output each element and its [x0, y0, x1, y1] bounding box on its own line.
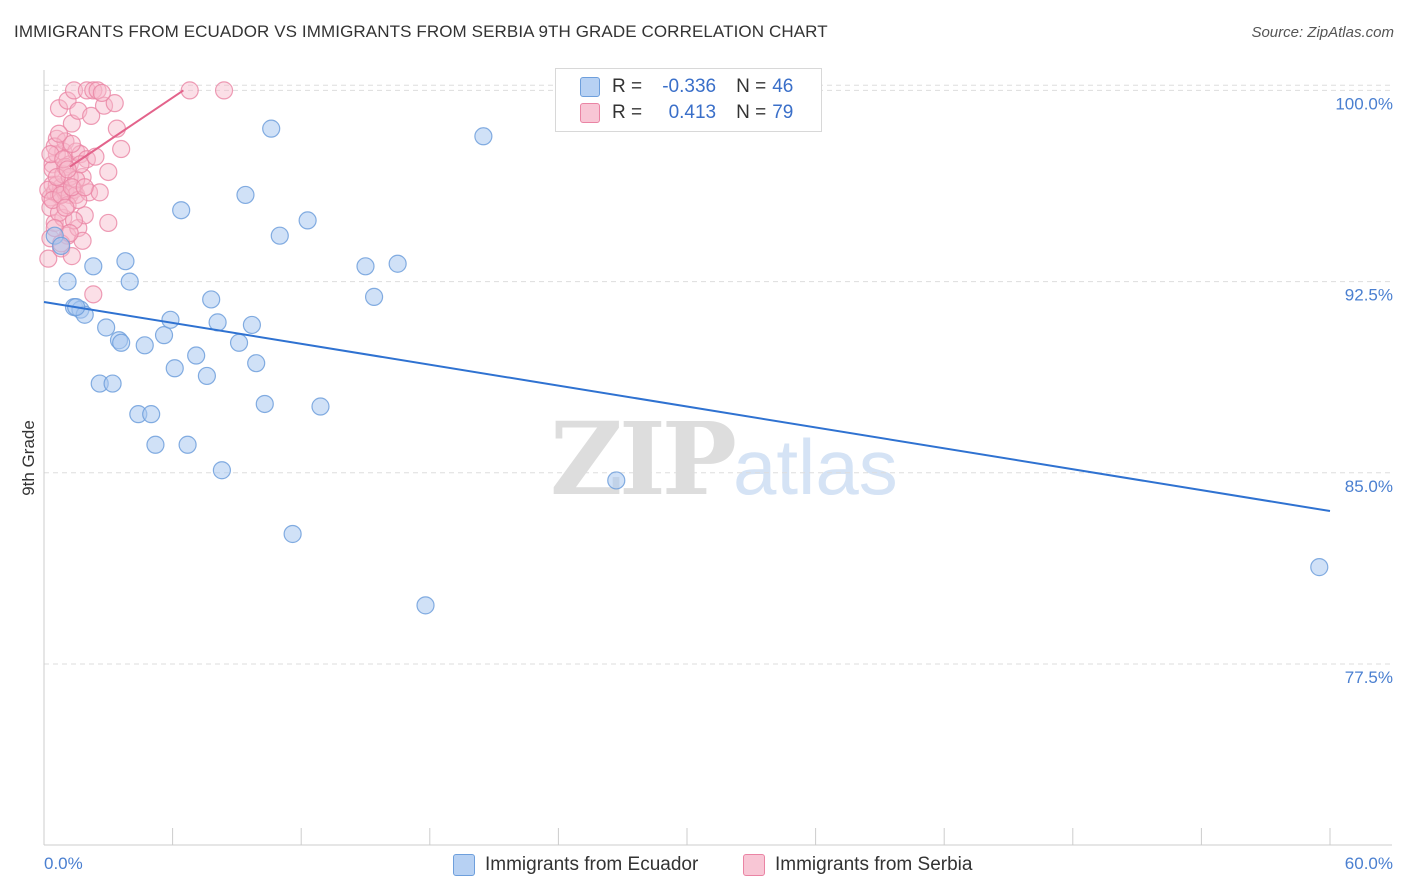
ecuador-legend-label: Immigrants from Ecuador [485, 854, 699, 875]
ecuador-point [607, 471, 626, 490]
ecuador-point [84, 257, 103, 276]
y-tick-label: 85.0% [1345, 477, 1393, 496]
ecuador-legend-swatch [453, 854, 475, 876]
ecuador-point [262, 119, 281, 138]
serbia-point [77, 81, 96, 100]
serbia-point [214, 81, 234, 100]
ecuador-point [103, 374, 122, 393]
legend-item-ecuador: Immigrants from Ecuador [453, 852, 698, 878]
watermark-zip: ZIP [550, 400, 737, 518]
serbia-point [112, 139, 131, 159]
serbia-trend-line [69, 89, 184, 168]
ecuador-point [58, 272, 77, 291]
ecuador-point [298, 211, 317, 230]
n-value: 46 [772, 76, 794, 97]
legend-row-ecuador: R = -0.336 N = 46 [580, 75, 793, 99]
ecuador-point [142, 405, 161, 424]
x-tick-label: 0.0% [44, 854, 83, 873]
ecuador-point [283, 524, 302, 544]
ecuador-point [112, 333, 131, 352]
r-value: 0.413 [668, 102, 717, 123]
ecuador-point [1310, 558, 1329, 577]
serbia-points [39, 81, 234, 304]
serbia-point [99, 162, 118, 182]
trend-layer [43, 89, 1331, 513]
ecuador-point [197, 366, 216, 386]
stats-legend: R = -0.336 N = 46 R = 0.413 N = 79 [555, 68, 822, 132]
serbia-point [92, 83, 111, 103]
serbia-point [105, 94, 124, 113]
watermark-atlas: atlas [732, 423, 898, 511]
ecuador-point [255, 394, 274, 414]
ecuador-point [97, 318, 116, 337]
ecuador-point [242, 315, 262, 335]
x-tick-label: 60.0% [1345, 854, 1393, 873]
serbia-point [75, 178, 94, 197]
ecuador-point [172, 201, 191, 220]
serbia-point [84, 285, 103, 304]
ecuador-point [212, 461, 231, 480]
y-axis-title: 9th Grade [19, 420, 38, 496]
ecuador-point [388, 254, 407, 273]
serbia-point [49, 124, 69, 143]
n-label: N = [736, 102, 767, 123]
serbia-point [39, 249, 58, 268]
ecuador-swatch [580, 77, 600, 97]
ecuador-point [120, 272, 139, 291]
serbia-point [56, 198, 75, 217]
ecuador-point [236, 185, 255, 205]
ecuador-point [356, 257, 375, 276]
ecuador-point [116, 252, 135, 271]
ecuador-point [154, 326, 174, 345]
ecuador-trend-line [43, 301, 1331, 513]
label-layer: 77.5% 85.0% 92.5% 100.0% 0.0% 60.0% 9th Grade [19, 94, 1393, 873]
grid-layer [44, 84, 1392, 665]
serbia-point [75, 206, 94, 225]
serbia-point [180, 81, 199, 100]
chart-title: IMMIGRANTS FROM ECUADOR VS IMMIGRANTS FR… [14, 22, 828, 41]
legend-item-serbia: Immigrants from Serbia [743, 852, 972, 878]
ecuador-point [161, 310, 180, 329]
ecuador-point [146, 435, 165, 454]
y-tick-label: 92.5% [1345, 286, 1393, 305]
ecuador-point [311, 397, 330, 416]
serbia-point [62, 178, 81, 197]
r-label: R = [612, 102, 643, 123]
ecuador-point [178, 435, 197, 454]
y-tick-label: 77.5% [1345, 668, 1393, 687]
serbia-point [54, 150, 73, 169]
serbia-point [64, 81, 84, 100]
r-value: -0.336 [662, 76, 717, 97]
r-label: R = [612, 76, 643, 97]
serbia-swatch [580, 103, 600, 123]
ecuador-point [474, 127, 493, 146]
ecuador-point [165, 359, 184, 378]
y-tick-label: 100.0% [1335, 94, 1393, 113]
serbia-legend-label: Immigrants from Serbia [775, 854, 973, 875]
ecuador-point [364, 287, 384, 306]
watermark: ZIPatlas [550, 400, 898, 518]
ecuador-point [202, 290, 221, 309]
ecuador-point [187, 346, 206, 365]
serbia-point [82, 106, 101, 125]
ecuador-point [135, 336, 154, 355]
serbia-legend-swatch [743, 854, 765, 876]
ecuador-point [229, 333, 249, 352]
ecuador-point [416, 596, 435, 615]
n-value: 79 [772, 102, 794, 123]
legend-row-serbia: R = 0.413 N = 79 [580, 101, 793, 125]
ecuador-point [270, 226, 289, 245]
ecuador-point [247, 354, 266, 373]
source-label: Source: ZipAtlas.com [1251, 24, 1394, 41]
ecuador-points [45, 119, 1329, 615]
n-label: N = [736, 76, 767, 97]
ecuador-point [52, 236, 71, 256]
serbia-point [62, 134, 81, 154]
serbia-point [99, 213, 118, 233]
